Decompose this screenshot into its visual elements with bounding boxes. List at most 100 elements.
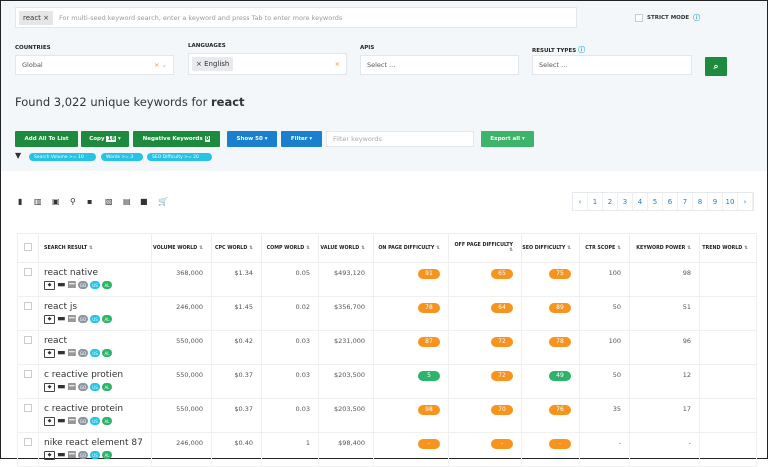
column-header[interactable]: CTR SCOPE ⇅ [579,233,630,263]
row-checkbox[interactable] [17,364,39,399]
badge-us[interactable]: US [90,281,101,289]
select-all-checkbox[interactable] [17,233,39,263]
row-checkbox[interactable] [17,296,39,331]
next-page-button[interactable]: › [738,193,753,210]
page-7[interactable]: 7 [678,193,693,210]
badge-us[interactable]: US [90,451,101,459]
column-header[interactable]: VALUE WORLD ⇅ [318,233,374,263]
page-6[interactable]: 6 [663,193,678,210]
serp-icon[interactable]: ◆ [44,348,55,358]
image-icon[interactable]: ▧ [105,197,113,206]
serp-icon[interactable]: ◆ [44,450,55,460]
badge-al[interactable]: AL [102,349,113,357]
export-all-button[interactable]: Export all ▾ [481,131,534,147]
badge-us[interactable]: US [90,315,101,323]
filter-chip[interactable]: Search Volume >= 10 [29,153,96,161]
language-tag[interactable]: × English [192,57,234,71]
badge-al[interactable]: AL [102,281,113,289]
map-pin-icon[interactable]: ⚲ [70,197,76,206]
show-count-button[interactable]: Show 50 ▾ [227,131,277,147]
seed-tag[interactable]: react × [19,10,54,25]
filter-keywords-input[interactable]: Filter keywords [326,131,474,147]
keyword-text[interactable]: react js [44,302,78,312]
youtube-icon[interactable]: ▪ [87,197,93,206]
calendar-icon[interactable]: ▤ [67,348,77,358]
add-all-to-list-button[interactable]: Add All To List [15,131,78,147]
page-4[interactable]: 4 [633,193,648,210]
video-icon[interactable]: ▬ [57,348,66,358]
page-1[interactable]: 1 [588,193,603,210]
keyword-text[interactable]: react native [44,268,99,278]
badge-us[interactable]: US [90,383,101,391]
column-header[interactable]: ON PAGE DIFFICULTY ⇅ [373,233,449,263]
serp-icon[interactable]: ◆ [44,382,55,392]
column-header[interactable]: COMP WORLD ⇅ [261,233,319,263]
prev-page-button[interactable]: ‹ [573,193,588,210]
serp-icon[interactable]: ◆ [44,314,55,324]
column-header[interactable]: TREND WORLD ⇅ [699,233,757,263]
clear-icon[interactable]: × [334,60,340,68]
row-checkbox[interactable] [17,432,39,467]
result-types-select[interactable]: Select ... [532,55,692,75]
serp-icon[interactable]: ◆ [44,280,55,290]
calendar-icon[interactable]: ▤ [67,416,77,426]
clear-icon[interactable]: × ⌄ [154,61,167,69]
badge-us[interactable]: US [90,349,101,357]
calendar-icon[interactable]: ▤ [67,280,77,290]
column-header[interactable]: OFF PAGE DIFFICULTY ⇅ [448,233,522,263]
row-checkbox[interactable] [17,262,39,297]
cart-icon[interactable]: 🛒 [158,197,168,206]
video-icon[interactable]: ▬ [57,314,66,324]
badge-go[interactable]: GO [78,349,89,357]
copy-button[interactable]: Copy 18 ▾ [81,131,129,147]
column-header[interactable]: VOLUME WORLD ⇅ [151,233,212,263]
badge-go[interactable]: GO [78,315,89,323]
seed-keyword-input[interactable]: react × For multi-seed keyword search, e… [15,7,577,28]
badge-go[interactable]: GO [78,383,89,391]
page-10[interactable]: 10 [723,193,738,210]
chart-icon[interactable]: ▥ [34,197,42,206]
page-8[interactable]: 8 [693,193,708,210]
countries-select[interactable]: Global × ⌄ [15,55,174,75]
badge-al[interactable]: AL [102,451,113,459]
strict-mode-toggle[interactable]: STRICT MODE ⓘ [635,13,700,23]
keyword-text[interactable]: c reactive protein [44,404,124,414]
badge-go[interactable]: GO [78,281,89,289]
calendar-icon[interactable]: ▤ [67,450,77,460]
strict-mode-checkbox[interactable] [635,14,643,22]
video-icon[interactable]: ▬ [57,416,66,426]
page-5[interactable]: 5 [648,193,663,210]
keyword-text[interactable]: c reactive protien [44,370,124,380]
page-3[interactable]: 3 [618,193,633,210]
filter-chip[interactable]: SEO Difficulty >= 20 [147,153,212,161]
video-icon[interactable]: ▬ [57,382,66,392]
camera-icon[interactable]: ■ [140,197,148,206]
keyword-text[interactable]: react [44,336,68,346]
row-checkbox[interactable] [17,398,39,433]
video-icon[interactable]: ▬ [57,450,66,460]
apis-select[interactable]: Select ... [360,55,519,75]
video-icon[interactable]: ▬ [57,280,66,290]
page-2[interactable]: 2 [603,193,618,210]
badge-al[interactable]: AL [102,315,113,323]
column-header[interactable]: SEO DIFFICULTY ⇅ [521,233,580,263]
page-9[interactable]: 9 [708,193,723,210]
calendar-icon[interactable]: ▤ [123,197,131,206]
serp-icon[interactable]: ◆ [44,416,55,426]
calendar-icon[interactable]: ▤ [67,382,77,392]
column-header[interactable]: CPC WORLD ⇅ [211,233,262,263]
badge-go[interactable]: GO [78,417,89,425]
badge-us[interactable]: US [90,417,101,425]
column-header[interactable]: KEYWORD POWER ⇅ [629,233,700,263]
search-button[interactable]: ⌕ [705,57,727,76]
row-checkbox[interactable] [17,330,39,365]
keyword-text[interactable]: nike react element 87 [44,438,143,448]
calendar-icon[interactable]: ▤ [67,314,77,324]
column-header[interactable]: SEARCH RESULT ⇅ [38,233,152,263]
filter-chip[interactable]: Words >= 3 [101,153,143,161]
document-icon[interactable]: ▮ [18,197,23,206]
badge-go[interactable]: GO [78,451,89,459]
video-icon[interactable]: ▣ [52,197,60,206]
filter-button[interactable]: Filter ▾ [281,131,322,147]
badge-al[interactable]: AL [102,383,113,391]
